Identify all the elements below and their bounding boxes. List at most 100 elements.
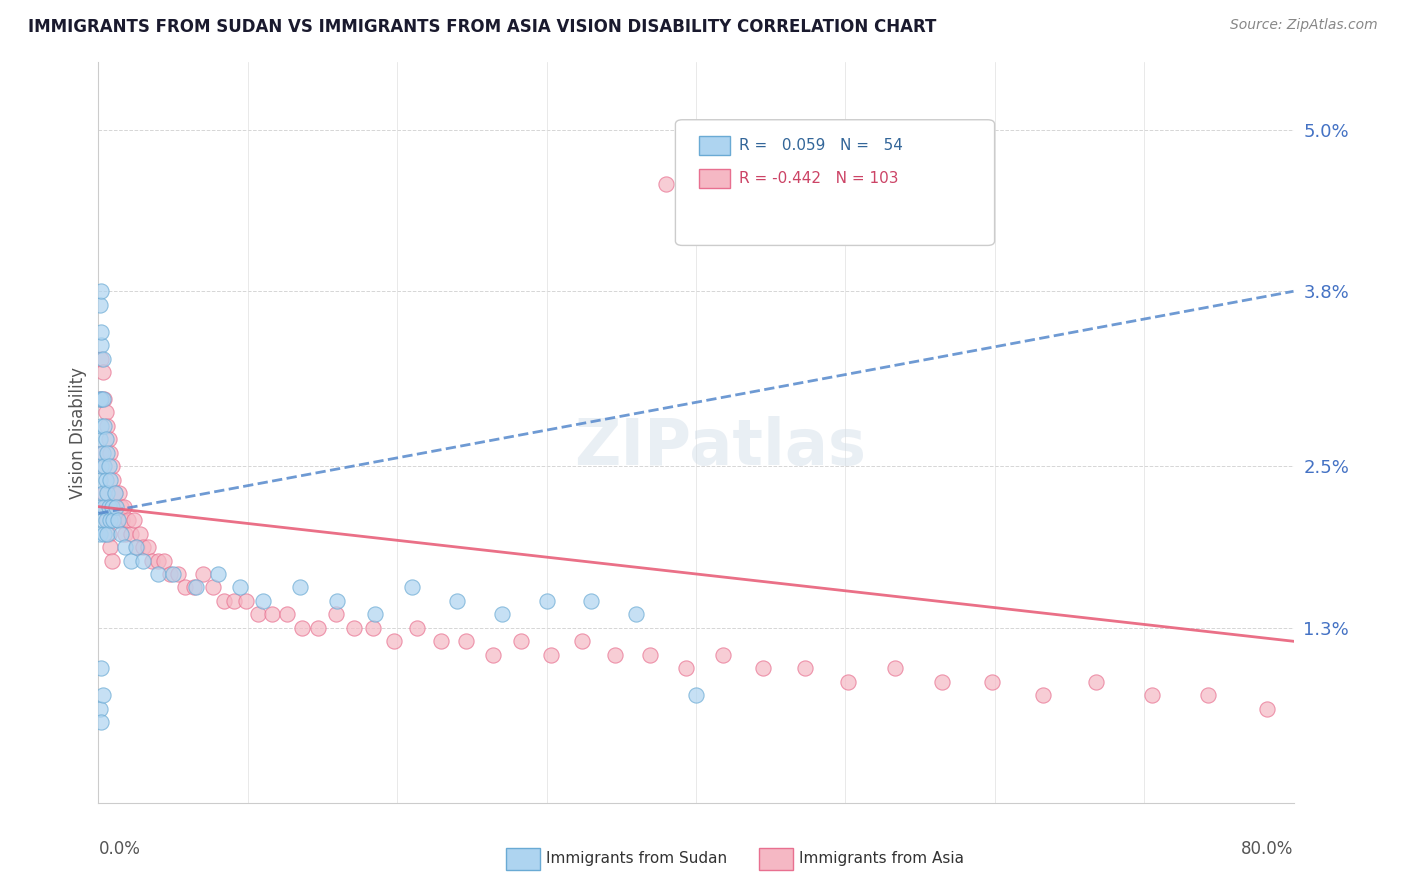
Point [107, 513, 129, 527]
Point [183, 581, 205, 595]
Point [794, 661, 817, 675]
Point [260, 607, 283, 622]
Point [110, 500, 132, 514]
Point [132, 553, 155, 567]
Point [90, 661, 112, 675]
Point [90, 459, 112, 474]
Point [325, 607, 347, 622]
Point [343, 621, 366, 635]
Point [162, 566, 184, 581]
Point [104, 486, 127, 500]
Point [1256, 701, 1278, 715]
Point [540, 648, 562, 662]
Point [89, 298, 111, 312]
Point [141, 553, 163, 567]
Point [103, 513, 125, 527]
Point [111, 513, 134, 527]
Text: IMMIGRANTS FROM SUDAN VS IMMIGRANTS FROM ASIA VISION DISABILITY CORRELATION CHAR: IMMIGRANTS FROM SUDAN VS IMMIGRANTS FROM… [28, 18, 936, 36]
Point [401, 581, 423, 595]
Point [90, 714, 112, 729]
Point [89, 433, 111, 447]
Point [94, 500, 117, 514]
Point [124, 513, 146, 527]
Point [153, 553, 176, 567]
Point [91, 446, 114, 460]
Point [97, 433, 120, 447]
Point [91, 513, 114, 527]
Text: Immigrants from Sudan: Immigrants from Sudan [546, 852, 727, 866]
Point [159, 566, 181, 581]
Text: 80.0%: 80.0% [1241, 840, 1294, 858]
Point [148, 553, 170, 567]
Point [638, 648, 661, 662]
Text: 0.0%: 0.0% [98, 840, 141, 858]
Point [212, 594, 235, 608]
Point [91, 351, 114, 366]
Y-axis label: Vision Disability: Vision Disability [69, 367, 87, 499]
Point [364, 607, 387, 622]
Point [93, 486, 115, 500]
Point [110, 526, 132, 541]
Point [931, 674, 953, 689]
Point [90, 351, 112, 366]
Text: Source: ZipAtlas.com: Source: ZipAtlas.com [1230, 18, 1378, 32]
Point [510, 634, 533, 648]
Point [571, 634, 593, 648]
Point [626, 607, 648, 622]
Point [675, 661, 697, 675]
Point [136, 540, 159, 554]
Point [105, 500, 128, 514]
Point [291, 621, 314, 635]
Point [112, 500, 135, 514]
Point [89, 526, 111, 541]
Point [91, 486, 114, 500]
Text: R = -0.442   N = 103: R = -0.442 N = 103 [738, 171, 898, 186]
Point [711, 648, 734, 662]
Point [1085, 674, 1108, 689]
Point [93, 392, 115, 406]
Point [97, 526, 120, 541]
Point [363, 621, 385, 635]
Point [91, 459, 114, 474]
Point [405, 621, 427, 635]
Point [96, 486, 118, 500]
Point [91, 365, 114, 379]
Point [101, 553, 124, 567]
Point [166, 566, 188, 581]
Point [98, 473, 122, 487]
Point [91, 688, 114, 702]
Point [174, 581, 197, 595]
Point [96, 513, 118, 527]
Point [536, 594, 558, 608]
Point [276, 607, 298, 622]
Point [89, 473, 111, 487]
Point [101, 459, 124, 474]
Point [96, 418, 118, 433]
Point [104, 486, 127, 500]
Point [90, 338, 112, 352]
Point [1197, 688, 1219, 702]
Point [90, 418, 112, 433]
Point [837, 674, 859, 689]
Point [93, 459, 115, 474]
Point [605, 648, 627, 662]
Point [191, 566, 214, 581]
Point [108, 486, 131, 500]
Point [105, 500, 128, 514]
Point [685, 688, 707, 702]
Point [89, 701, 111, 715]
Point [90, 325, 112, 339]
Point [98, 446, 122, 460]
Point [224, 594, 246, 608]
Point [129, 526, 152, 541]
Point [98, 513, 122, 527]
Point [120, 526, 142, 541]
Point [96, 526, 118, 541]
Point [980, 674, 1002, 689]
Point [382, 634, 405, 648]
Point [97, 459, 120, 474]
Point [288, 581, 311, 595]
Point [491, 607, 513, 622]
Point [655, 177, 678, 191]
Point [107, 513, 129, 527]
